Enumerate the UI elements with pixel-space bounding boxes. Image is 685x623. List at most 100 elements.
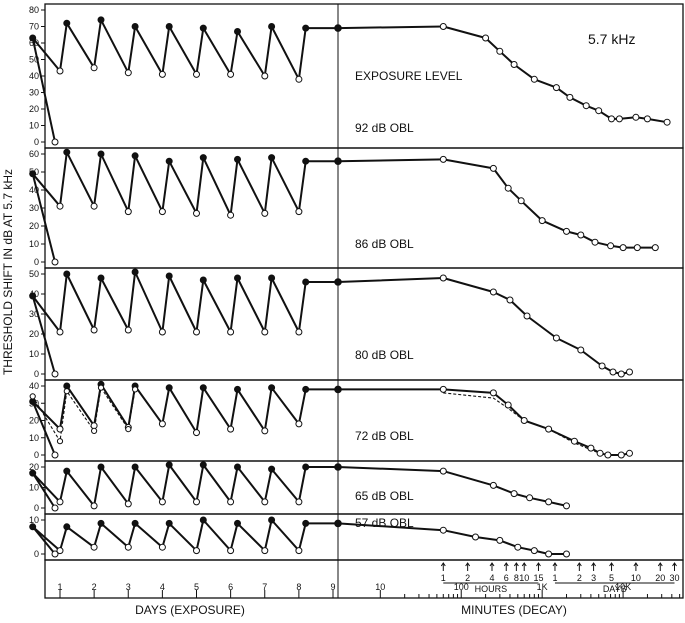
exposure-trough-point <box>295 420 303 428</box>
y-tick-label: 20 <box>29 104 39 114</box>
decay-point <box>563 227 570 235</box>
exposure-dashed-point <box>63 388 70 395</box>
y-tick-label: 60 <box>29 149 39 159</box>
y-tick-label: 0 <box>34 369 39 379</box>
decay-line <box>443 277 630 375</box>
y-tick-label: 20 <box>29 462 39 472</box>
exposure-peak-point <box>131 152 139 160</box>
exposure-trough-point <box>261 427 269 435</box>
exposure-peak-point <box>97 150 105 158</box>
decay-point <box>439 526 447 534</box>
exposure-peak-point <box>63 270 71 278</box>
decay-point <box>489 288 497 296</box>
exposure-peak-point <box>165 23 173 30</box>
exposure-dashed-point <box>29 393 36 400</box>
exposure-peak-point <box>302 157 310 165</box>
exposure-peak-point <box>97 463 105 471</box>
y-tick-label: 80 <box>29 5 39 15</box>
x-axis-title-minutes: MINUTES (DECAY) <box>461 603 567 617</box>
exposure-line <box>31 151 307 263</box>
exposure-peak-point <box>268 154 276 162</box>
exposure-trough-point <box>158 70 166 78</box>
decay-point <box>545 498 553 506</box>
exposure-peak-point <box>268 384 276 392</box>
decay-point <box>530 75 538 83</box>
exposure-trough-point <box>56 67 64 75</box>
exposure-peak-point <box>234 463 241 471</box>
start-decay-point <box>334 463 342 471</box>
exposure-trough-point <box>261 498 269 506</box>
exposure-peak-point <box>29 34 37 42</box>
exposure-trough-point <box>124 208 132 216</box>
decay-point <box>626 449 633 457</box>
decay-point <box>514 543 522 551</box>
decay-point <box>563 550 570 558</box>
exposure-peak-point <box>302 24 310 32</box>
day-tick-label: 6 <box>228 582 233 592</box>
exposure-trough-point <box>158 543 166 551</box>
day-ref-arrowhead <box>576 562 582 567</box>
decay-point <box>651 244 659 252</box>
y-tick-label: 40 <box>29 381 39 391</box>
y-tick-label: 20 <box>29 329 39 339</box>
decay-point <box>496 47 504 55</box>
hour-ref-label: 15 <box>533 573 543 583</box>
decay-point <box>530 547 538 555</box>
day-ref-arrowhead <box>609 562 614 567</box>
decay-point <box>545 425 553 433</box>
decay-point <box>439 385 447 393</box>
exposure-dashed-point <box>132 386 139 393</box>
exposure-trough-point <box>193 70 200 78</box>
x-axis-frame <box>44 559 684 599</box>
bridge-line <box>305 158 444 163</box>
y-tick-label: 20 <box>29 221 39 231</box>
exposure-peak-point <box>302 519 310 527</box>
decay-point <box>626 368 633 376</box>
exposure-dashed-point <box>97 384 105 391</box>
decay-point <box>591 238 599 246</box>
exposure-peak-point <box>63 148 71 156</box>
start-decay-point <box>334 24 342 32</box>
exposure-level-label: 65 dB OBL <box>355 489 414 503</box>
hour-ref-arrowhead <box>521 562 527 567</box>
decay-point <box>504 401 512 409</box>
exposure-trough-point <box>51 550 59 558</box>
exposure-level-label: 92 dB OBL <box>355 121 414 135</box>
panel-3: 0102030405080 dB OBL <box>29 267 684 381</box>
hours-group-label: HOURS <box>475 584 508 594</box>
decay-dashed-line <box>443 392 601 454</box>
decay-point <box>517 197 525 205</box>
minute-tick-label: 100 <box>454 582 469 592</box>
y-tick-label: 10 <box>29 121 39 131</box>
decay-point <box>596 449 604 457</box>
exposure-trough-point <box>51 451 59 459</box>
exposure-peak-point <box>165 461 173 469</box>
decay-point <box>482 34 490 42</box>
decay-point <box>615 115 623 123</box>
exposure-peak-point <box>63 467 71 475</box>
x-axis: 1 2 3 4 5 6 7 8 9 10 100 1K 10K <box>44 559 684 599</box>
day-ref-arrowhead <box>657 562 663 567</box>
exposure-trough-point <box>295 75 303 83</box>
panel-6: 010 57 dB OBL <box>29 513 684 561</box>
hour-ref-label: 2 <box>465 573 470 583</box>
decay-point <box>608 115 615 123</box>
exposure-dashed-point <box>125 426 132 433</box>
exposure-trough-point <box>51 504 59 512</box>
exposure-level-label: 80 dB OBL <box>355 348 414 362</box>
y-tick-label: 10 <box>29 349 39 359</box>
exposure-peak-point <box>302 278 310 286</box>
decay-point <box>607 242 615 250</box>
exposure-trough-point <box>124 543 132 551</box>
exposure-trough-point <box>295 498 303 506</box>
decay-point <box>577 346 585 354</box>
exposure-level-label: 86 dB OBL <box>355 237 414 251</box>
exposure-trough-point <box>295 208 303 216</box>
day-tick-label: 3 <box>126 582 131 592</box>
y-tick-label: 0 <box>34 450 39 460</box>
exposure-trough-point <box>158 208 166 216</box>
exposure-peak-point <box>63 382 71 390</box>
y-tick-label: 10 <box>29 515 39 525</box>
start-decay-point <box>334 278 342 286</box>
